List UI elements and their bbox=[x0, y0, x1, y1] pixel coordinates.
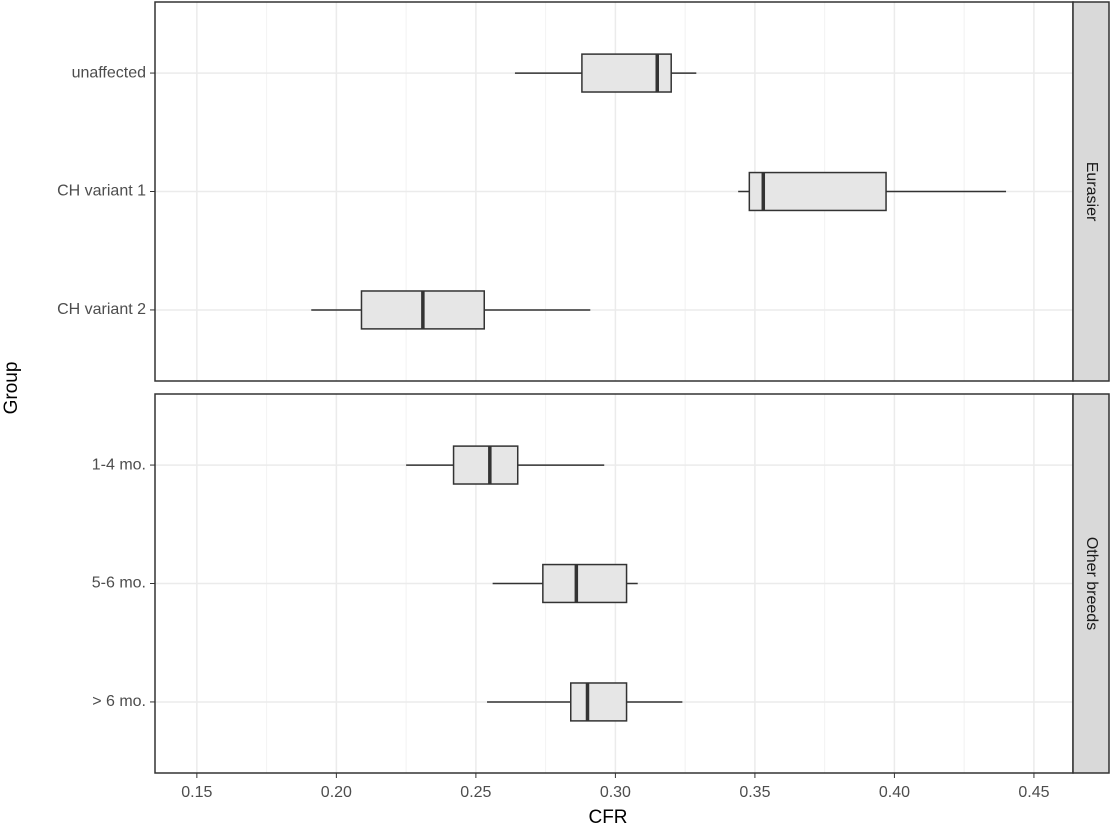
y-tick-label: 1-4 mo. bbox=[92, 456, 146, 473]
x-tick-label: 0.35 bbox=[739, 784, 770, 801]
y-tick-label: unaffected bbox=[72, 64, 146, 81]
x-tick-label: 0.20 bbox=[321, 784, 352, 801]
box bbox=[748, 171, 887, 212]
strip bbox=[1072, 1, 1110, 382]
strip bbox=[1072, 393, 1110, 774]
strip-label: Other breeds bbox=[1083, 537, 1100, 630]
y-axis-title: Group bbox=[1, 362, 22, 415]
x-tick-label: 0.30 bbox=[600, 784, 631, 801]
x-tick-label: 0.40 bbox=[879, 784, 910, 801]
y-tick-label: CH variant 2 bbox=[57, 301, 146, 318]
y-tick-label: 5-6 mo. bbox=[92, 575, 146, 592]
box bbox=[570, 682, 628, 722]
y-tick-label: > 6 mo. bbox=[92, 693, 146, 710]
x-tick-label: 0.15 bbox=[181, 784, 212, 801]
x-tick-label: 0.25 bbox=[460, 784, 491, 801]
box bbox=[452, 445, 519, 485]
strip-label: Eurasier bbox=[1083, 162, 1100, 222]
x-axis-title: CFR bbox=[588, 807, 627, 828]
y-tick-label: CH variant 1 bbox=[57, 183, 146, 200]
box bbox=[542, 563, 628, 604]
x-tick-label: 0.45 bbox=[1018, 784, 1049, 801]
